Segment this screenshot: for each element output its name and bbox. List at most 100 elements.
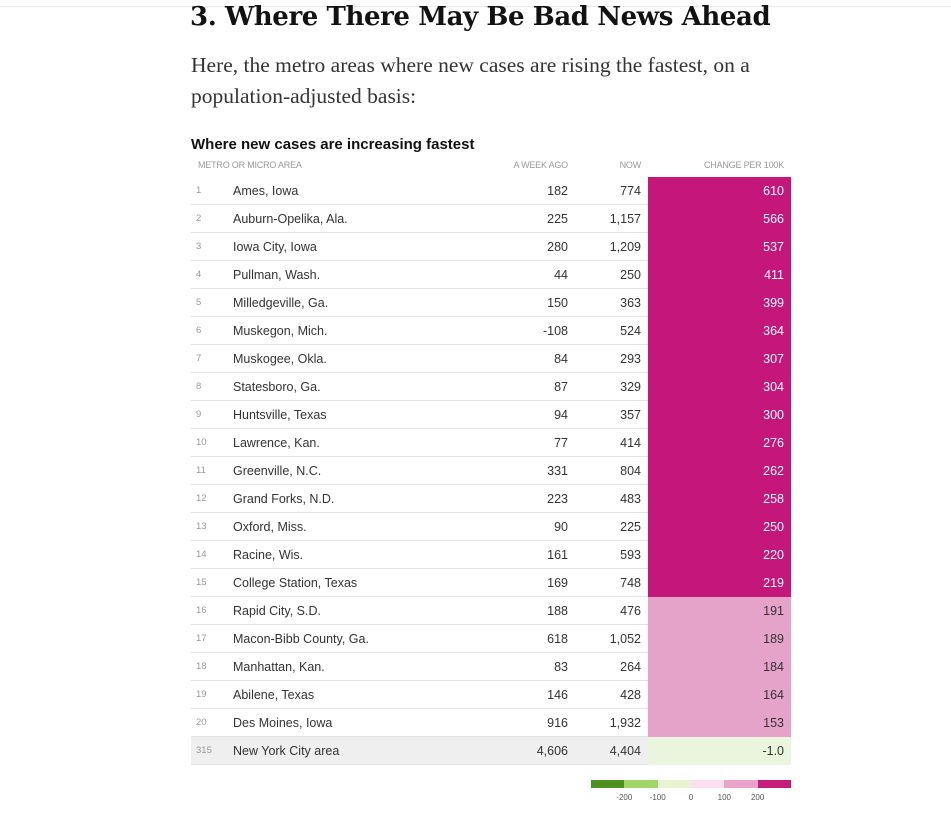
row-rank: 10 <box>196 437 207 448</box>
row-now-value: 483 <box>620 492 641 506</box>
row-rank: 1 <box>196 185 202 196</box>
row-week-ago-value: 77 <box>554 436 568 450</box>
row-rank: 17 <box>196 633 207 644</box>
row-change-value: 164 <box>648 681 791 709</box>
legend-tick-label: 100 <box>717 793 732 802</box>
row-change-value: 537 <box>648 233 791 261</box>
table-row: 11 Greenville, N.C. 331 804 262 <box>191 457 791 485</box>
row-now-value: 774 <box>620 184 641 198</box>
row-now-value: 524 <box>620 324 641 338</box>
legend-ticks: -200 -100 0 100 200 <box>591 788 791 802</box>
row-change-value: 189 <box>648 625 791 653</box>
column-header-week-ago: A week ago <box>513 160 568 170</box>
row-change-value: 191 <box>648 597 791 625</box>
row-now-value: 1,052 <box>609 632 641 646</box>
row-rank: 14 <box>196 549 207 560</box>
legend-tick-label: -200 <box>616 793 633 802</box>
row-metro-name: Rapid City, S.D. <box>233 604 321 618</box>
table-row: 12 Grand Forks, N.D. 223 483 258 <box>191 485 791 513</box>
row-now-value: 748 <box>620 576 641 590</box>
table-row-new-york-city: 315 New York City area 4,606 4,404 -1.0 <box>191 737 791 765</box>
table-row: 5 Milledgeville, Ga. 150 363 399 <box>191 289 791 317</box>
legend-swatch <box>657 780 691 788</box>
data-table: 1 Ames, Iowa 182 774 610 2 Auburn-Opelika, Ala… <box>191 177 791 765</box>
row-now-value: 593 <box>620 548 641 562</box>
row-now-value: 4,404 <box>609 744 641 758</box>
row-week-ago-value: 4,606 <box>536 744 568 758</box>
row-now-value: 264 <box>620 660 641 674</box>
row-rank: 13 <box>196 521 207 532</box>
row-metro-name: Iowa City, Iowa <box>233 240 317 254</box>
row-rank: 2 <box>196 213 202 224</box>
row-rank: 4 <box>196 269 202 280</box>
legend-tick-label: -100 <box>649 793 666 802</box>
row-rank: 7 <box>196 353 202 364</box>
row-change-value: 258 <box>648 485 791 513</box>
row-week-ago-value: 916 <box>547 716 568 730</box>
row-metro-name: Racine, Wis. <box>233 548 304 562</box>
row-week-ago-value: 146 <box>547 688 568 702</box>
row-now-value: 804 <box>620 464 641 478</box>
table-row: 19 Abilene, Texas 146 428 164 <box>191 681 791 709</box>
legend-swatch <box>591 780 625 788</box>
row-now-value: 357 <box>620 408 641 422</box>
row-now-value: 329 <box>620 380 641 394</box>
row-rank: 11 <box>196 465 206 476</box>
table-row: 17 Macon-Bibb County, Ga. 618 1,052 189 <box>191 625 791 653</box>
row-rank: 9 <box>196 409 202 420</box>
section-headline: 3. Where There May Be Bad News Ahead <box>190 2 771 32</box>
table-row: 20 Des Moines, Iowa 916 1,932 153 <box>191 709 791 737</box>
row-change-value: 184 <box>648 653 791 681</box>
row-week-ago-value: 94 <box>554 408 568 422</box>
table-row: 13 Oxford, Miss. 90 225 250 <box>191 513 791 541</box>
row-week-ago-value: 169 <box>547 576 568 590</box>
row-change-value: 262 <box>648 457 791 485</box>
row-change-value: 364 <box>648 317 791 345</box>
table-row: 7 Muskogee, Okla. 84 293 307 <box>191 345 791 373</box>
row-rank: 19 <box>196 689 207 700</box>
row-week-ago-value: 87 <box>554 380 568 394</box>
row-week-ago-value: 83 <box>554 660 568 674</box>
row-metro-name: Ames, Iowa <box>233 184 299 198</box>
row-change-value: 411 <box>648 261 791 289</box>
row-change-value: 276 <box>648 429 791 457</box>
legend-swatch <box>690 780 725 788</box>
legend-swatch <box>724 780 758 788</box>
row-now-value: 363 <box>620 296 641 310</box>
row-metro-name: Manhattan, Kan. <box>233 660 325 674</box>
row-rank: 18 <box>196 661 207 672</box>
legend-swatch <box>757 780 791 788</box>
legend-tick-label: 200 <box>750 793 765 802</box>
row-metro-name: Grand Forks, N.D. <box>233 492 335 506</box>
row-change-value: 220 <box>648 541 791 569</box>
row-change-value: 250 <box>648 513 791 541</box>
row-change-value: 399 <box>648 289 791 317</box>
row-rank: 20 <box>196 717 207 728</box>
row-now-value: 1,932 <box>609 716 641 730</box>
row-rank: 315 <box>196 745 212 756</box>
row-metro-name: Muskogee, Okla. <box>233 352 327 366</box>
table-row: 9 Huntsville, Texas 94 357 300 <box>191 401 791 429</box>
row-now-value: 476 <box>620 604 641 618</box>
row-change-value: 304 <box>648 373 791 401</box>
row-metro-name: Auburn-Opelika, Ala. <box>233 212 348 226</box>
row-metro-name: Macon-Bibb County, Ga. <box>233 632 369 646</box>
top-divider <box>0 6 951 7</box>
row-change-value: 219 <box>648 569 791 597</box>
table-row: 14 Racine, Wis. 161 593 220 <box>191 541 791 569</box>
row-rank: 12 <box>196 493 207 504</box>
row-now-value: 428 <box>620 688 641 702</box>
row-change-value: 610 <box>648 177 791 205</box>
table-row: 3 Iowa City, Iowa 280 1,209 537 <box>191 233 791 261</box>
row-week-ago-value: 182 <box>547 184 568 198</box>
table-title: Where new cases are increasing fastest <box>191 136 475 153</box>
row-change-value: 153 <box>648 709 791 737</box>
table-row: 15 College Station, Texas 169 748 219 <box>191 569 791 597</box>
row-week-ago-value: 618 <box>547 632 568 646</box>
row-metro-name: Lawrence, Kan. <box>233 436 320 450</box>
row-now-value: 293 <box>620 352 641 366</box>
row-change-value: 566 <box>648 205 791 233</box>
row-metro-name: Greenville, N.C. <box>233 464 322 478</box>
row-metro-name: College Station, Texas <box>233 576 358 590</box>
row-now-value: 1,157 <box>609 212 641 226</box>
